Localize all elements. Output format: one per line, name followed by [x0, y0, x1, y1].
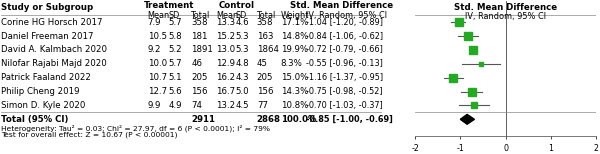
- Text: 358: 358: [257, 18, 274, 27]
- Text: 5.7: 5.7: [169, 18, 182, 27]
- Text: 9.9: 9.9: [148, 101, 161, 110]
- Polygon shape: [460, 114, 475, 124]
- Text: Std. Mean Difference: Std. Mean Difference: [290, 1, 393, 10]
- Text: Test for overall effect: Z = 10.67 (P < 0.00001): Test for overall effect: Z = 10.67 (P < …: [1, 131, 178, 138]
- Text: 15.2: 15.2: [216, 32, 235, 41]
- Text: 9.2: 9.2: [148, 45, 161, 55]
- Text: 10.7: 10.7: [148, 73, 167, 82]
- Text: -0.55 [-0.96, -0.13]: -0.55 [-0.96, -0.13]: [305, 59, 382, 68]
- Text: -1.04 [-1.20, -0.89]: -1.04 [-1.20, -0.89]: [305, 18, 383, 27]
- Text: -0.75 [-0.98, -0.52]: -0.75 [-0.98, -0.52]: [305, 87, 382, 96]
- Text: -0.72 [-0.79, -0.66]: -0.72 [-0.79, -0.66]: [305, 45, 382, 55]
- Text: 4.3: 4.3: [235, 73, 249, 82]
- Text: Philip Cheng 2019: Philip Cheng 2019: [1, 87, 80, 96]
- Text: 4.9: 4.9: [169, 101, 182, 110]
- Text: Mean: Mean: [216, 11, 238, 20]
- Text: 100.0%: 100.0%: [281, 115, 316, 124]
- Text: Nilofar Rajabi Majd 2020: Nilofar Rajabi Majd 2020: [1, 59, 107, 68]
- Text: 4.8: 4.8: [235, 59, 249, 68]
- Text: David A. Kalmbach 2020: David A. Kalmbach 2020: [1, 45, 107, 55]
- Text: 45: 45: [257, 59, 268, 68]
- Text: 15.0%: 15.0%: [281, 73, 308, 82]
- Text: 205: 205: [257, 73, 274, 82]
- Text: Total: Total: [191, 11, 211, 20]
- Text: Mean: Mean: [148, 11, 170, 20]
- Text: Study or Subgroup: Study or Subgroup: [1, 3, 94, 12]
- Text: Treatment: Treatment: [145, 1, 195, 10]
- Text: 8.3%: 8.3%: [281, 59, 302, 68]
- Text: 13.3: 13.3: [216, 18, 235, 27]
- Text: 16.2: 16.2: [216, 73, 235, 82]
- Text: 2911: 2911: [191, 115, 215, 124]
- Text: 4.5: 4.5: [235, 101, 249, 110]
- Text: 14.8%: 14.8%: [281, 32, 308, 41]
- Text: 4.6: 4.6: [235, 18, 249, 27]
- Text: 19.9%: 19.9%: [281, 45, 308, 55]
- Text: 163: 163: [257, 32, 274, 41]
- Text: 10.8%: 10.8%: [281, 101, 308, 110]
- Text: -0.84 [-1.06, -0.62]: -0.84 [-1.06, -0.62]: [305, 32, 383, 41]
- Text: 1864: 1864: [257, 45, 279, 55]
- Text: 12.9: 12.9: [216, 59, 235, 68]
- Text: 5.1: 5.1: [169, 73, 182, 82]
- Text: Weight: Weight: [281, 11, 310, 20]
- Text: 5.6: 5.6: [169, 87, 182, 96]
- Text: Total (95% CI): Total (95% CI): [1, 115, 69, 124]
- Text: 14.3%: 14.3%: [281, 87, 308, 96]
- Text: 5.3: 5.3: [235, 32, 249, 41]
- Text: 5.3: 5.3: [235, 45, 249, 55]
- Text: 5.0: 5.0: [235, 87, 249, 96]
- Text: 46: 46: [191, 59, 202, 68]
- Text: 205: 205: [191, 73, 208, 82]
- Text: -0.85 [-1.00, -0.69]: -0.85 [-1.00, -0.69]: [305, 115, 392, 124]
- Text: Daniel Freeman 2017: Daniel Freeman 2017: [1, 32, 94, 41]
- Text: SD: SD: [235, 11, 247, 20]
- Text: Std. Mean Difference: Std. Mean Difference: [454, 3, 557, 12]
- Text: 181: 181: [191, 32, 208, 41]
- Text: 10.0: 10.0: [148, 59, 167, 68]
- Text: 358: 358: [191, 18, 208, 27]
- Text: 17.1%: 17.1%: [281, 18, 308, 27]
- Text: 156: 156: [191, 87, 208, 96]
- Text: 13.0: 13.0: [216, 45, 235, 55]
- Text: 7.9: 7.9: [148, 18, 161, 27]
- Text: Total: Total: [257, 11, 276, 20]
- Text: 5.2: 5.2: [169, 45, 182, 55]
- Text: Simon D. Kyle 2020: Simon D. Kyle 2020: [1, 101, 86, 110]
- Text: 2868: 2868: [257, 115, 281, 124]
- Text: Heterogeneity: Tau² = 0.03; Chi² = 27.97, df = 6 (P < 0.0001); I² = 79%: Heterogeneity: Tau² = 0.03; Chi² = 27.97…: [1, 125, 271, 132]
- Text: 16.7: 16.7: [216, 87, 235, 96]
- Text: 156: 156: [257, 87, 274, 96]
- Text: 74: 74: [191, 101, 202, 110]
- Text: IV, Random, 95% CI: IV, Random, 95% CI: [305, 11, 386, 20]
- Text: IV, Random, 95% CI: IV, Random, 95% CI: [465, 12, 546, 21]
- Text: 5.8: 5.8: [169, 32, 182, 41]
- Text: 10.5: 10.5: [148, 32, 167, 41]
- Text: 1891: 1891: [191, 45, 214, 55]
- Text: Control: Control: [218, 1, 254, 10]
- Text: Corine HG Horsch 2017: Corine HG Horsch 2017: [1, 18, 103, 27]
- Text: 77: 77: [257, 101, 268, 110]
- Text: 13.2: 13.2: [216, 101, 235, 110]
- Text: SD: SD: [169, 11, 180, 20]
- Text: Patrick Faaland 2022: Patrick Faaland 2022: [1, 73, 91, 82]
- Text: 5.7: 5.7: [169, 59, 182, 68]
- Text: 12.7: 12.7: [148, 87, 167, 96]
- Text: -0.70 [-1.03, -0.37]: -0.70 [-1.03, -0.37]: [305, 101, 382, 110]
- Text: -1.16 [-1.37, -0.95]: -1.16 [-1.37, -0.95]: [305, 73, 383, 82]
